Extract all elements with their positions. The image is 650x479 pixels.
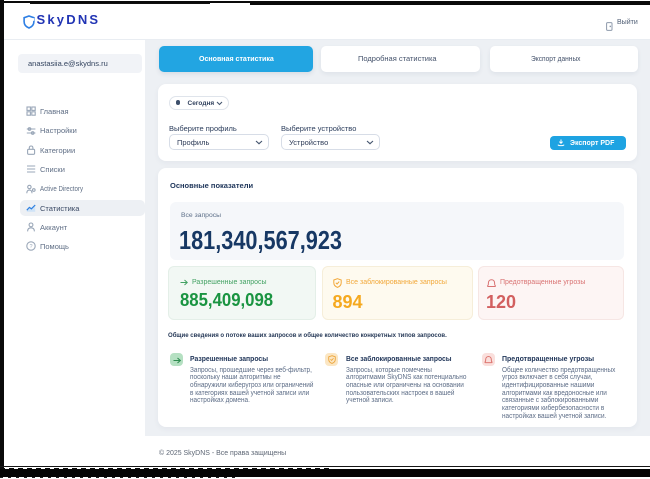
svg-text:?: ? — [29, 244, 32, 250]
